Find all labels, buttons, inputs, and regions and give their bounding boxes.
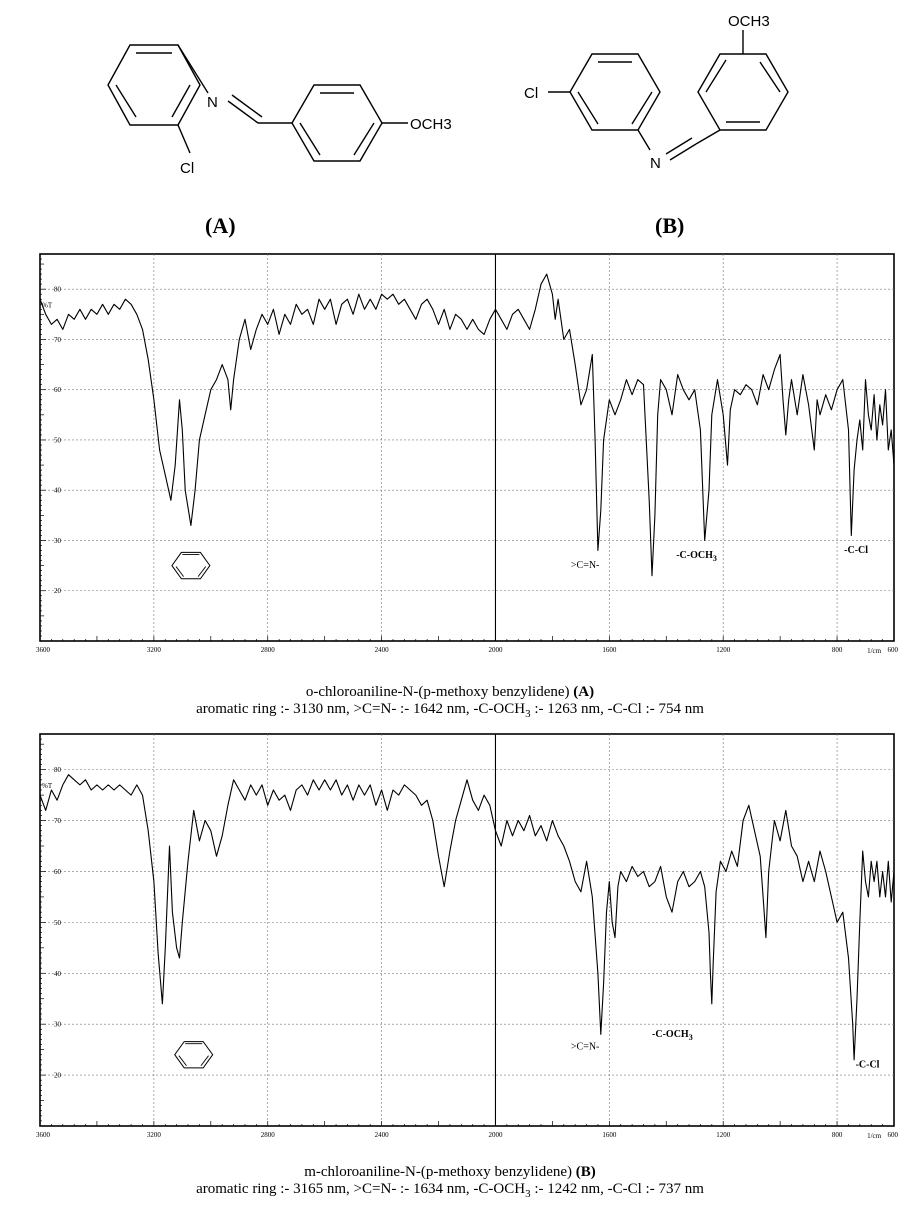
x-tick-label: 1600 bbox=[602, 646, 617, 654]
x-tick-label: 3200 bbox=[147, 1131, 162, 1139]
ir-spectrum-b: 3600 3200 2800 2400 2000 1600 1200 800 600 1/cm 20… bbox=[36, 733, 899, 1140]
x-tick-label: 3200 bbox=[147, 646, 162, 654]
structure-a-label: (A) bbox=[205, 213, 236, 238]
structure-a: N Cl OCH3 bbox=[107, 44, 452, 177]
atom-n: N bbox=[207, 94, 218, 111]
x-tick-label: 2000 bbox=[488, 1131, 503, 1139]
caption-a-label: (A) bbox=[573, 684, 595, 700]
peak-annotation-text: -C-Cl bbox=[844, 545, 868, 556]
imine-double-bond bbox=[669, 143, 697, 161]
benzene-ring-icon bbox=[174, 1041, 214, 1069]
y-tick-label: 70 bbox=[54, 336, 62, 344]
plot-frame bbox=[39, 733, 895, 1127]
y-tick-label: 50 bbox=[54, 919, 62, 927]
caption-a-peaks-sub: 3 bbox=[525, 708, 531, 720]
bond-ring-n bbox=[637, 129, 651, 151]
y-axis-label: %T bbox=[42, 782, 53, 790]
benzene-inner-bond bbox=[175, 566, 185, 577]
caption-b-peaks-sub: 3 bbox=[525, 1188, 531, 1200]
x-unit-label: 1/cm bbox=[867, 1132, 882, 1140]
peak-annotation-text: -C-Cl bbox=[856, 1059, 880, 1070]
peak-annotation: -C-Cl bbox=[856, 1059, 880, 1070]
bond-ring-n bbox=[177, 44, 209, 94]
y-axis-label: %T bbox=[42, 301, 53, 309]
benzene-inner-bond bbox=[178, 1055, 187, 1067]
peak-annotation: -C-OCH3 bbox=[676, 550, 717, 563]
y-tick-label: 20 bbox=[54, 1072, 62, 1080]
x-tick-label: 1200 bbox=[716, 646, 731, 654]
plot-frame bbox=[39, 253, 895, 642]
x-tick-label: 3600 bbox=[36, 1131, 51, 1139]
caption-b-label: (B) bbox=[575, 1164, 596, 1180]
structure-b-label: (B) bbox=[655, 213, 685, 238]
x-tick-label: 1200 bbox=[716, 1131, 731, 1139]
caption-b: m-chloroaniline-N-(p-methoxy benzylidene… bbox=[0, 1164, 900, 1200]
x-tick-label: 2000 bbox=[488, 646, 503, 654]
peak-annotation-text: -C-OCH bbox=[652, 1029, 689, 1040]
x-tick-label: 2400 bbox=[375, 646, 390, 654]
x-tick-label: 1600 bbox=[602, 1131, 617, 1139]
x-tick-label: 2400 bbox=[375, 1131, 390, 1139]
peak-annotation-text: >C=N- bbox=[571, 560, 600, 571]
y-tick-label: 80 bbox=[54, 766, 62, 774]
y-tick-label: 40 bbox=[54, 487, 62, 495]
benzene-ring-right bbox=[291, 84, 383, 162]
peak-annotation: -C-Cl bbox=[844, 545, 868, 556]
peak-annotation-subscript: 3 bbox=[689, 1033, 693, 1042]
ir-spectrum-a: 3600 3200 2800 2400 2000 1600 1200 800 600 1/cm 20… bbox=[36, 253, 899, 655]
y-tick-label: 70 bbox=[54, 817, 62, 825]
caption-b-peaks-pre: aromatic ring :- 3165 nm, >C=N- :- 1634 … bbox=[196, 1181, 526, 1197]
peak-annotation-text: -C-OCH bbox=[676, 550, 713, 561]
x-tick-label: 2800 bbox=[261, 1131, 276, 1139]
y-tick-label: 40 bbox=[54, 970, 62, 978]
y-tick-label: 60 bbox=[54, 868, 62, 876]
benzene-inner-bond bbox=[197, 566, 207, 577]
y-tick-label: 20 bbox=[54, 587, 62, 595]
y-tick-label: 50 bbox=[54, 436, 62, 444]
x-tick-label: 800 bbox=[832, 1131, 843, 1139]
structures-area: N Cl OCH3 Cl N OCH3 (A) (B) bbox=[0, 0, 900, 245]
atom-cl: Cl bbox=[524, 85, 538, 102]
y-tick-label: 80 bbox=[54, 286, 62, 294]
benzene-ring-right bbox=[697, 53, 789, 131]
caption-a-peaks: aromatic ring :- 3130 nm, >C=N- :- 1642 … bbox=[0, 701, 900, 720]
y-tick-label: 30 bbox=[54, 537, 62, 545]
caption-b-peaks: aromatic ring :- 3165 nm, >C=N- :- 1634 … bbox=[0, 1181, 900, 1200]
y-tick-label: 30 bbox=[54, 1021, 62, 1029]
benzene-ring-left bbox=[569, 53, 661, 131]
peak-annotation-text: >C=N- bbox=[571, 1042, 600, 1053]
caption-a-peaks-pre: aromatic ring :- 3130 nm, >C=N- :- 1642 … bbox=[196, 701, 526, 717]
caption-b-peaks-post: :- 1242 nm, -C-Cl :- 737 nm bbox=[530, 1181, 704, 1197]
caption-a-peaks-post: :- 1263 nm, -C-Cl :- 754 nm bbox=[530, 701, 704, 717]
imine-double-bond bbox=[227, 100, 259, 124]
caption-a: o-chloroaniline-N-(p-methoxy benzylidene… bbox=[0, 684, 900, 720]
caption-a-name: o-chloroaniline-N-(p-methoxy benzylidene… bbox=[305, 684, 570, 700]
caption-b-name: m-chloroaniline-N-(p-methoxy benzylidene… bbox=[304, 1164, 573, 1180]
structure-b: Cl N OCH3 bbox=[524, 13, 789, 172]
y-tick-label: 60 bbox=[54, 386, 62, 394]
x-tick-label: 600 bbox=[888, 646, 899, 654]
x-tick-label: 2800 bbox=[261, 646, 276, 654]
x-tick-label: 3600 bbox=[36, 646, 51, 654]
x-unit-label: 1/cm bbox=[867, 647, 882, 655]
x-tick-label: 800 bbox=[832, 646, 843, 654]
atom-n: N bbox=[650, 155, 661, 172]
caption-b-title: m-chloroaniline-N-(p-methoxy benzylidene… bbox=[0, 1164, 900, 1181]
transmittance-series-line bbox=[39, 774, 895, 1061]
peak-annotation: -C-OCH3 bbox=[652, 1029, 693, 1042]
peak-annotation-subscript: 3 bbox=[713, 554, 717, 563]
atom-cl: Cl bbox=[180, 160, 194, 177]
benzene-inner-bond bbox=[200, 1055, 209, 1067]
atom-och3: OCH3 bbox=[728, 13, 770, 30]
transmittance-series-line bbox=[39, 273, 895, 577]
atom-och3: OCH3 bbox=[410, 116, 452, 133]
benzene-ring-icon bbox=[171, 551, 211, 580]
caption-a-title: o-chloroaniline-N-(p-methoxy benzylidene… bbox=[0, 684, 900, 701]
peak-annotation: >C=N- bbox=[571, 560, 600, 571]
x-tick-label: 600 bbox=[888, 1131, 899, 1139]
peak-annotation: >C=N- bbox=[571, 1042, 600, 1053]
